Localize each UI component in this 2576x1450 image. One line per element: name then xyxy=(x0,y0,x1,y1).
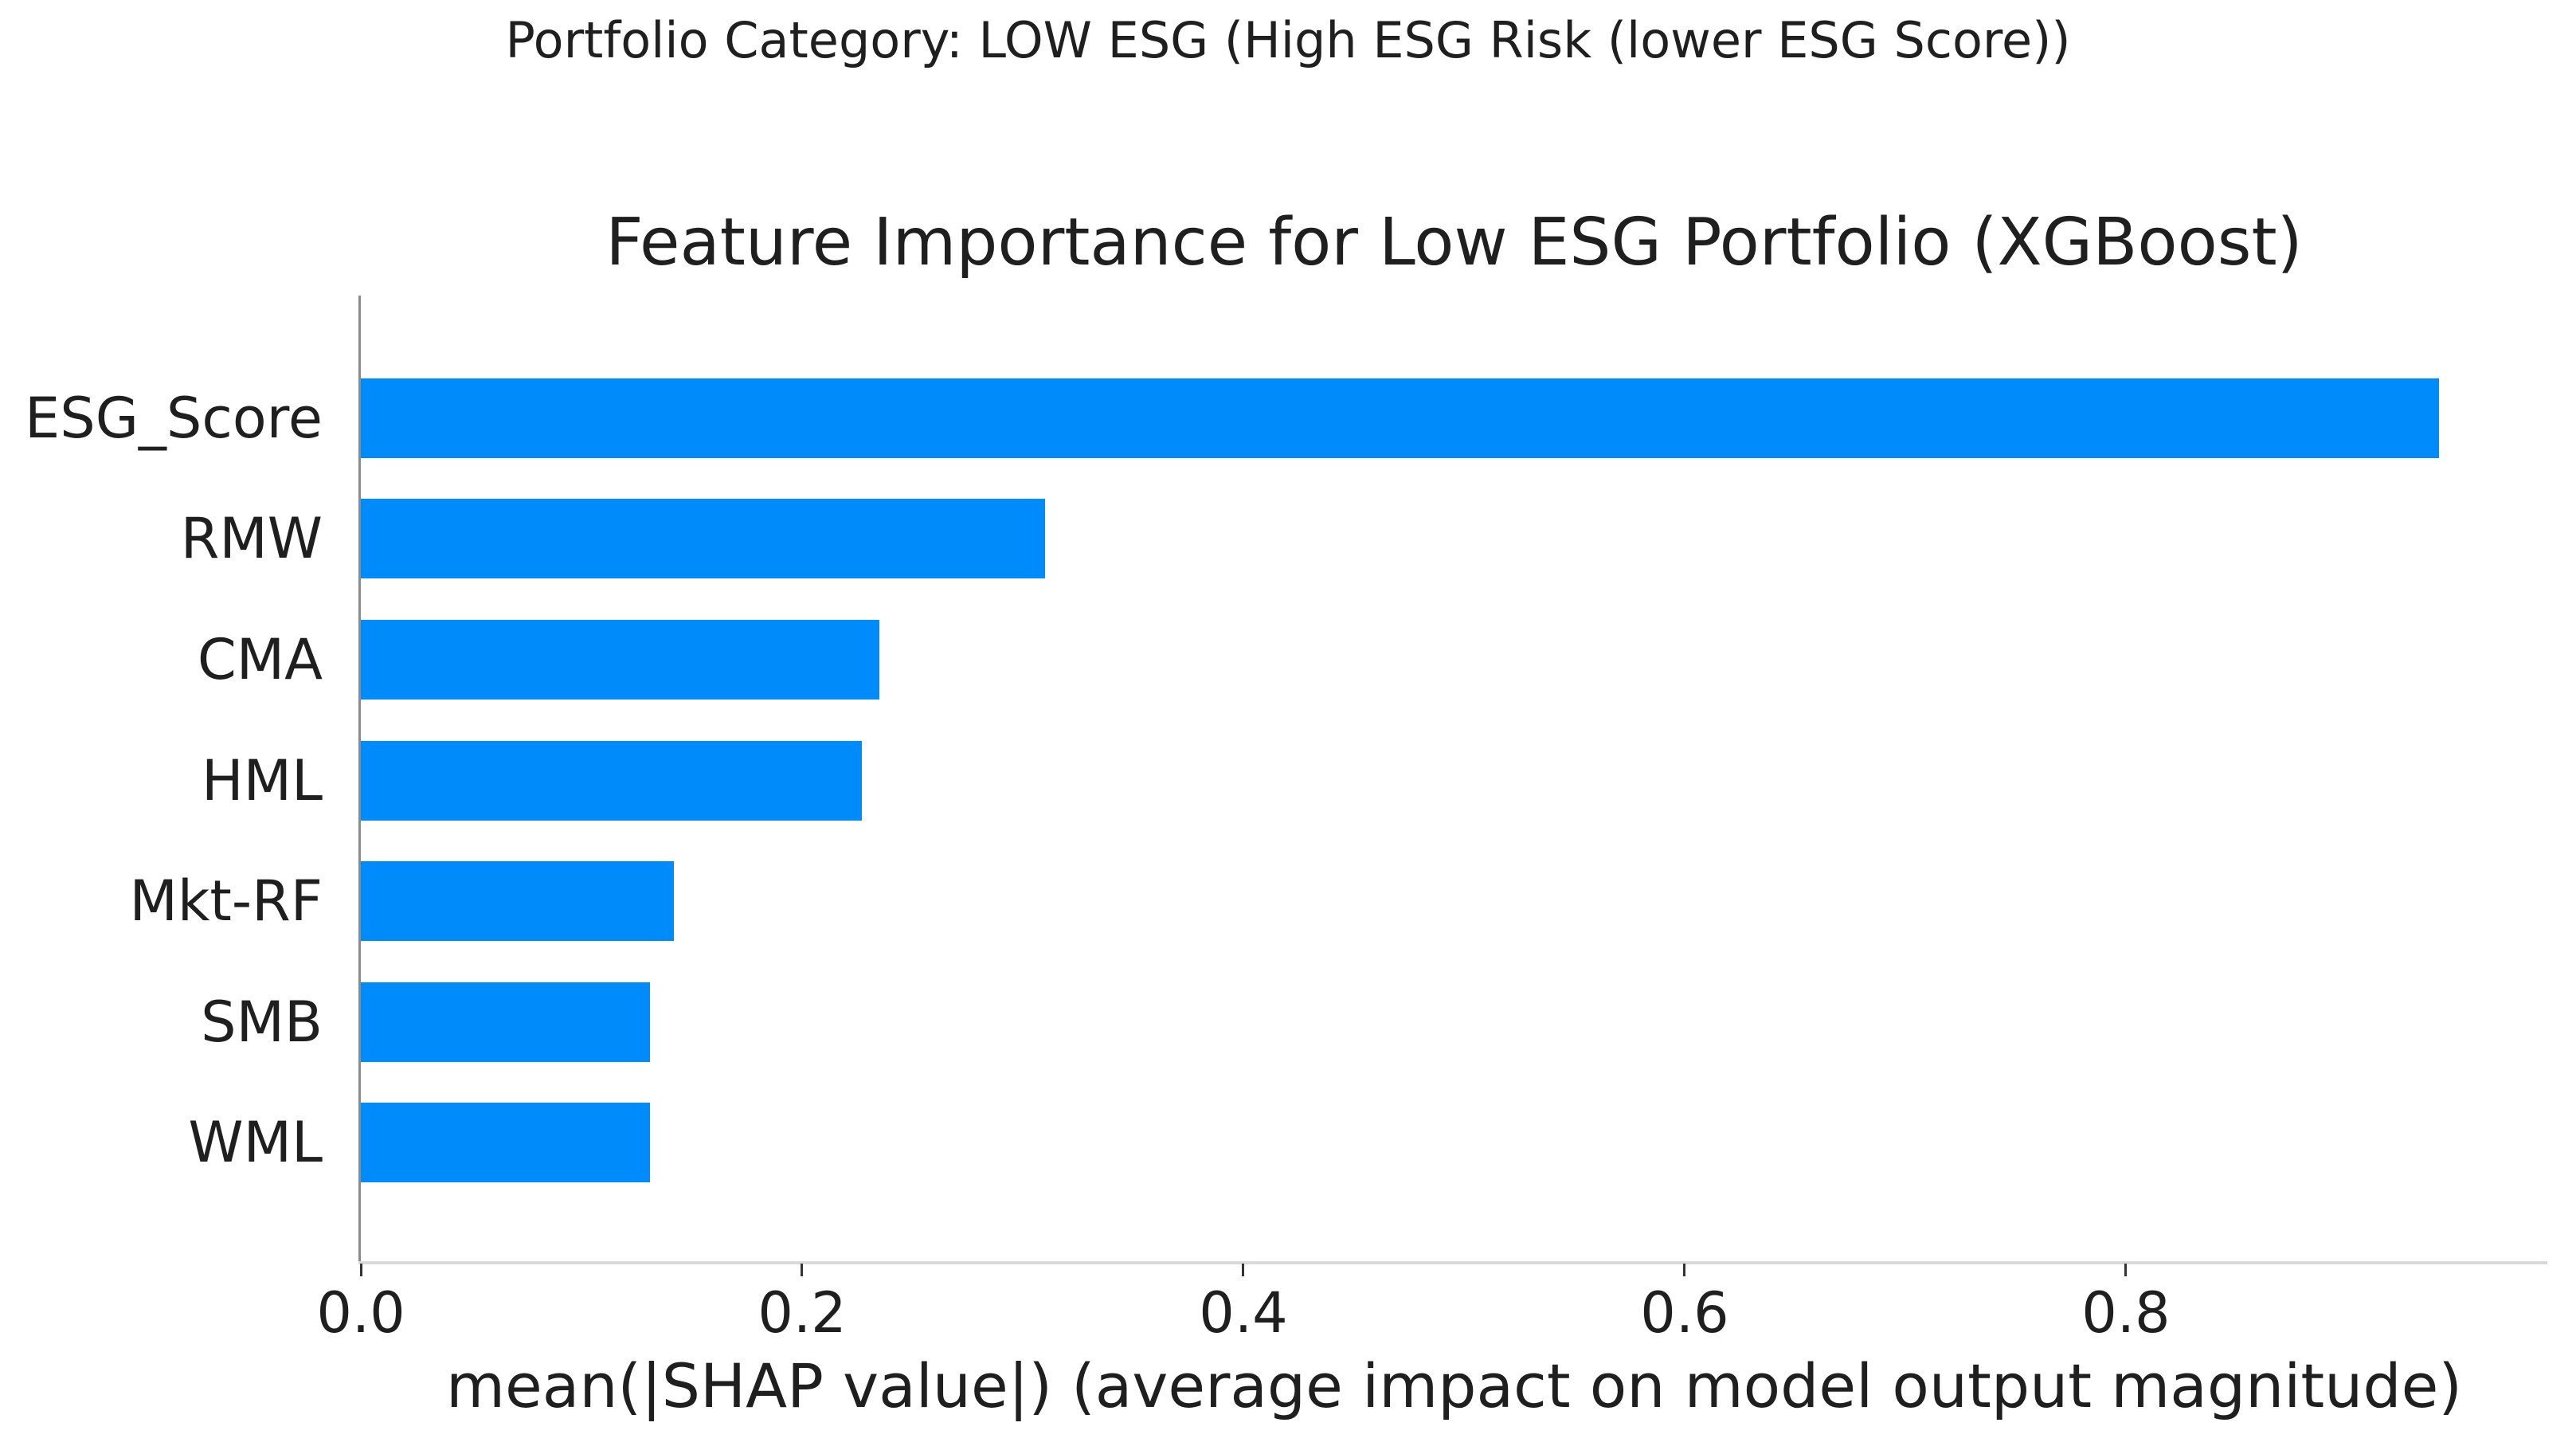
plot-area xyxy=(358,296,2547,1264)
y-tick-label: HML xyxy=(201,747,323,813)
x-tick-label: 0.4 xyxy=(1199,1280,1288,1346)
x-axis-label: mean(|SHAP value|) (average impact on mo… xyxy=(445,1350,2462,1421)
x-tick-mark xyxy=(801,1264,804,1276)
bar-wml xyxy=(361,1103,650,1183)
x-tick-mark xyxy=(1242,1264,1245,1276)
y-tick-label: Mkt-RF xyxy=(129,868,323,935)
x-tick-mark xyxy=(2124,1264,2128,1276)
x-tick-label: 0.6 xyxy=(1640,1280,1729,1346)
x-tick-label: 0.2 xyxy=(758,1280,847,1346)
y-axis-spine xyxy=(358,296,361,1262)
x-tick-label: 0.8 xyxy=(2081,1280,2171,1346)
bar-cma xyxy=(361,619,879,700)
x-axis-spine xyxy=(358,1261,2547,1264)
y-tick-label: RMW xyxy=(180,506,323,572)
bar-rmw xyxy=(361,499,1045,579)
y-tick-label: SMB xyxy=(201,989,323,1055)
x-tick-mark xyxy=(359,1264,362,1276)
chart-title: Feature Importance for Low ESG Portfolio… xyxy=(605,205,2303,280)
y-tick-label: ESG_Score xyxy=(25,385,323,451)
bar-hml xyxy=(361,740,862,821)
x-tick-mark xyxy=(1683,1264,1686,1276)
y-tick-label: CMA xyxy=(197,626,323,692)
bar-esg-score xyxy=(361,378,2439,458)
bar-mkt-rf xyxy=(361,861,674,942)
bar-smb xyxy=(361,982,650,1062)
portfolio-category-caption: Portfolio Category: LOW ESG (High ESG Ri… xyxy=(505,11,2071,69)
y-tick-label: WML xyxy=(188,1110,323,1176)
x-tick-label: 0.0 xyxy=(316,1280,405,1346)
